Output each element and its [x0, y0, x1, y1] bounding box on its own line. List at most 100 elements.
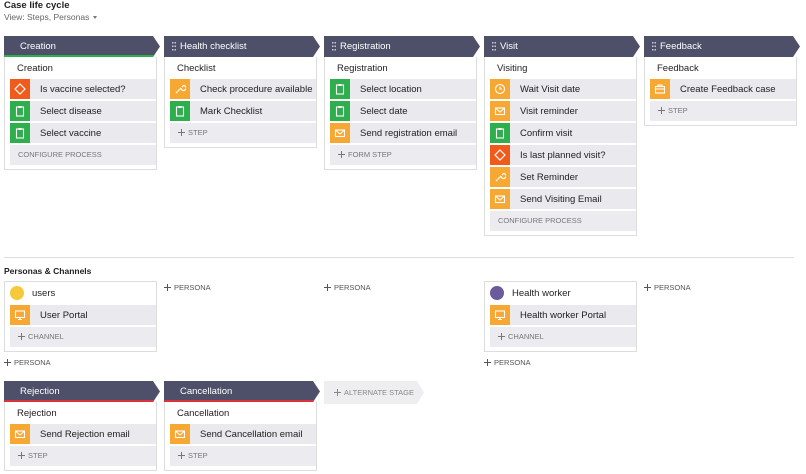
add-channel-button[interactable]: CHANNEL [10, 327, 156, 347]
step-icon [490, 145, 510, 165]
action-label: FORM STEP [348, 150, 392, 159]
icon-glyph [174, 430, 186, 439]
plus-icon [334, 389, 341, 396]
step-label: Is vaccine selected? [40, 83, 126, 95]
step-icon [490, 79, 510, 99]
stage-header[interactable]: Feedback [644, 36, 800, 57]
plus-icon [18, 452, 25, 460]
step[interactable]: Is last planned visit? [490, 145, 636, 165]
process-name[interactable]: Checklist [177, 63, 216, 74]
step[interactable]: Select location [330, 79, 476, 99]
step-label: Select location [360, 83, 422, 95]
step[interactable]: Confirm visit [490, 123, 636, 143]
persona-column: Health worker Health worker Portal CHANNEL… [484, 281, 640, 373]
action-label: STEP [188, 128, 208, 137]
step-icon [10, 79, 30, 99]
icon-glyph [494, 107, 506, 116]
stage-header[interactable]: Registration [324, 36, 480, 57]
action-label: CHANNEL [28, 332, 64, 341]
process-name[interactable]: Visiting [497, 63, 528, 74]
stage: Cancellation Cancellation Send Cancellatio… [164, 381, 320, 471]
stage-header[interactable]: Visit [484, 36, 640, 57]
icon-glyph [14, 310, 26, 321]
stage-indicator [4, 400, 160, 402]
step[interactable]: Select date [330, 101, 476, 121]
step-label: Send Rejection email [40, 428, 130, 440]
persona[interactable]: users [5, 283, 156, 303]
add-step-button[interactable]: CONFIGURE PROCESS [10, 145, 156, 165]
plus-icon [644, 284, 651, 292]
add-channel-button[interactable]: CHANNEL [490, 327, 636, 347]
step[interactable]: Send Rejection email [10, 424, 156, 444]
icon-glyph [14, 430, 26, 439]
view-selector[interactable]: View: Steps, Personas [4, 12, 98, 22]
add-persona-button[interactable]: PERSONA [644, 278, 800, 298]
stage-card: Registration Select location Select date Se… [324, 57, 477, 170]
persona[interactable]: Health worker [485, 283, 636, 303]
process-name[interactable]: Rejection [17, 408, 57, 419]
step[interactable]: Create Feedback case [650, 79, 796, 99]
icon-glyph [175, 84, 186, 94]
add-persona-button[interactable]: PERSONA [324, 278, 480, 298]
step[interactable]: Mark Checklist [170, 101, 316, 121]
add-step-button[interactable]: STEP [170, 446, 316, 466]
icon-glyph [494, 310, 506, 321]
step-icon [330, 79, 350, 99]
channel-label: Health worker Portal [520, 309, 607, 321]
persona-name: users [32, 287, 56, 299]
add-persona-button[interactable]: PERSONA [4, 353, 160, 373]
caret [93, 16, 98, 20]
stage-header[interactable]: Creation [4, 36, 160, 57]
step[interactable]: Visit reminder [490, 101, 636, 121]
step[interactable]: Select vaccine [10, 123, 156, 143]
stage-header[interactable]: Health checklist [164, 36, 320, 57]
step[interactable]: Wait Visit date [490, 79, 636, 99]
step[interactable]: Send Visiting Email [490, 189, 636, 209]
stage: Registration Registration Select location S… [324, 36, 480, 170]
step[interactable]: Check procedure available [170, 79, 316, 99]
process-name[interactable]: Creation [17, 63, 53, 74]
step-label: Wait Visit date [520, 83, 581, 95]
add-persona-button[interactable]: PERSONA [164, 278, 320, 298]
step-icon [10, 424, 30, 444]
add-persona-button[interactable]: PERSONA [484, 353, 640, 373]
step-icon [170, 424, 190, 444]
drag-handle [172, 42, 176, 51]
step[interactable]: Select disease [10, 101, 156, 121]
step-icon [10, 123, 30, 143]
step-label: Check procedure available [200, 83, 313, 95]
channel[interactable]: Health worker Portal [490, 305, 636, 325]
avatar [490, 286, 504, 300]
action-label: STEP [188, 451, 208, 460]
action-label: PERSONA [334, 283, 371, 292]
process-name[interactable]: Cancellation [177, 408, 230, 419]
step-label: Select vaccine [40, 127, 102, 139]
add-alternate-stage[interactable]: ALTERNATE STAGE [324, 381, 424, 404]
stage-header[interactable]: Rejection [4, 381, 160, 402]
add-step-button[interactable]: FORM STEP [330, 145, 476, 165]
step-label: Is last planned visit? [520, 149, 606, 161]
process-name[interactable]: Feedback [657, 63, 699, 74]
action-label: PERSONA [174, 283, 211, 292]
add-step-button[interactable]: STEP [10, 446, 156, 466]
icon-glyph [175, 106, 185, 117]
plus-icon [324, 284, 331, 292]
step-label: Send Cancellation email [200, 428, 303, 440]
persona-column: PERSONA [324, 281, 480, 298]
step-icon [490, 189, 510, 209]
step[interactable]: Set Reminder [490, 167, 636, 187]
step[interactable]: Is vaccine selected? [10, 79, 156, 99]
plus-icon [18, 333, 25, 341]
step[interactable]: Send Cancellation email [170, 424, 316, 444]
step[interactable]: Send registration email [330, 123, 476, 143]
process-name[interactable]: Registration [337, 63, 388, 74]
icon-glyph [15, 128, 25, 139]
channel[interactable]: User Portal [10, 305, 156, 325]
add-step-button[interactable]: STEP [650, 101, 796, 121]
persona-column: users User Portal CHANNEL PERSONA [4, 281, 160, 373]
add-step-button[interactable]: STEP [170, 123, 316, 143]
stage-header[interactable]: Cancellation [164, 381, 320, 402]
step-label: Send Visiting Email [520, 193, 602, 205]
add-step-button[interactable]: CONFIGURE PROCESS [490, 211, 636, 231]
step-icon [170, 101, 190, 121]
